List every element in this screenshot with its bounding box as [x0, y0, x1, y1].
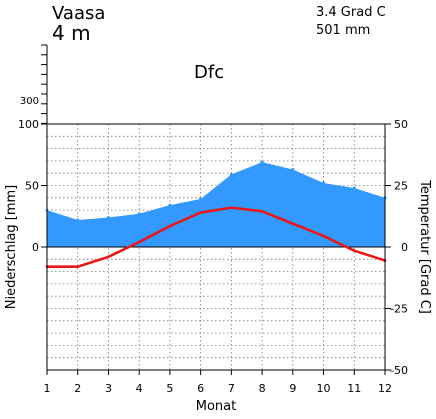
temperature-point — [291, 222, 295, 225]
temperature-point — [107, 255, 110, 259]
left-axis-ticks: 0 50 100 — [18, 118, 47, 254]
x-tick-label: 11 — [347, 382, 361, 395]
temperature-point — [76, 265, 80, 268]
upper-precipitation-scale: 300 — [20, 44, 48, 124]
precipitation-point — [199, 197, 203, 201]
precipitation-point — [137, 212, 141, 216]
left-tick-label: 100 — [18, 118, 39, 131]
right-tick-label: 0 — [401, 241, 408, 254]
x-axis-ticks: 1 2 3 4 5 6 7 8 9 10 11 12 — [44, 370, 392, 395]
left-tick-label: 0 — [32, 241, 39, 254]
x-tick-label: 5 — [166, 382, 173, 395]
right-axis-ticks: -50 -25 0 25 50 — [385, 118, 408, 377]
x-tick-label: 9 — [289, 382, 296, 395]
temperature-point — [230, 206, 233, 209]
right-tick-label: 50 — [394, 118, 408, 131]
x-tick-label: 6 — [197, 382, 204, 395]
precipitation-point — [229, 172, 233, 176]
x-tick-label: 1 — [44, 382, 51, 395]
station-elevation: 4 m — [52, 21, 91, 45]
right-tick-label: 25 — [394, 180, 408, 193]
x-tick-label: 10 — [317, 382, 331, 395]
x-tick-label: 7 — [228, 382, 235, 395]
annual-precipitation: 501 mm — [316, 23, 370, 38]
temperature-series — [45, 206, 387, 268]
upper-axis-label: 300 — [20, 96, 39, 107]
station-name: Vaasa — [52, 3, 105, 24]
x-tick-label: 12 — [378, 382, 392, 395]
x-axis-title: Monat — [196, 399, 236, 414]
temperature-point — [260, 210, 264, 213]
temperature-point — [199, 211, 202, 214]
temperature-point — [168, 224, 172, 228]
mean-temperature: 3.4 Grad C — [316, 5, 386, 20]
left-axis-title: Niederschlag [mm] — [4, 185, 19, 310]
right-tick-label: -25 — [390, 303, 408, 316]
precipitation-point — [76, 218, 80, 222]
x-tick-label: 4 — [136, 382, 143, 395]
precipitation-point — [322, 181, 326, 185]
x-tick-label: 2 — [74, 382, 81, 395]
precipitation-point — [260, 160, 264, 164]
right-axis-title: Temperatur [Grad C] — [417, 179, 432, 314]
temperature-point — [137, 240, 141, 244]
precipitation-point — [168, 203, 172, 207]
temperature-line — [45, 206, 387, 268]
precipitation-point — [106, 215, 110, 219]
right-tick-label: -50 — [390, 364, 408, 377]
precipitation-point — [291, 168, 295, 172]
precipitation-point — [352, 186, 356, 190]
x-tick-label: 8 — [259, 382, 266, 395]
x-tick-label: 3 — [105, 382, 112, 395]
temperature-point — [322, 234, 325, 238]
left-tick-label: 50 — [25, 180, 39, 193]
temperature-point — [352, 249, 356, 252]
climate-classification: Dfc — [194, 62, 224, 83]
